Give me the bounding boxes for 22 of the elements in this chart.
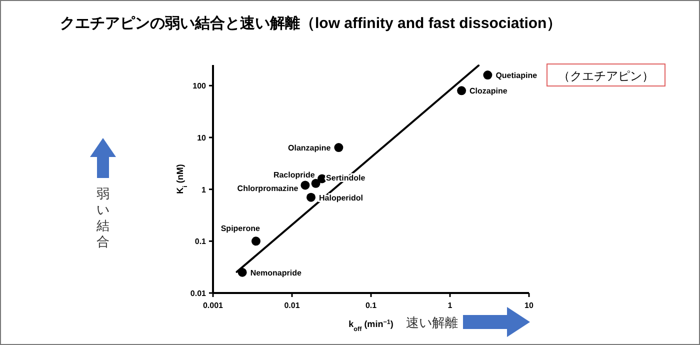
text: （クエチアピン） bbox=[558, 69, 654, 83]
x-tick-label: 10 bbox=[524, 301, 534, 310]
y-tick-label: 0.01 bbox=[190, 289, 207, 298]
x-tick-label: 0.001 bbox=[202, 301, 224, 310]
text: 速い解離 bbox=[406, 315, 458, 330]
annotation: Raclopride bbox=[273, 170, 316, 180]
annotation: Spiperone bbox=[220, 224, 261, 234]
annotation: Nemonapride bbox=[250, 268, 302, 278]
text: 弱い結合 bbox=[96, 186, 110, 249]
x-axis-title: k$_{off}$ (min$^{−1}$) bbox=[348, 318, 394, 332]
y-tick-label: 1 bbox=[202, 185, 207, 194]
annotation: Quetiapine bbox=[496, 71, 538, 80]
y-tick-label: 10 bbox=[197, 133, 207, 142]
chart-title: クエチアピンの弱い結合と速い解離（low affinity and fast dissociation） bbox=[60, 15, 562, 32]
annotation: Chlorpromazine bbox=[237, 184, 299, 194]
annotation: Olanzapine bbox=[288, 144, 332, 153]
x-tick-label: 0.1 bbox=[365, 301, 378, 310]
y-tick-label: 0.1 bbox=[194, 237, 207, 246]
x-tick-label: 1 bbox=[448, 301, 453, 310]
x-tick-label: 0.01 bbox=[284, 301, 300, 310]
annotation: Clozapine bbox=[470, 86, 508, 96]
y-tick-label: 100 bbox=[192, 82, 207, 91]
